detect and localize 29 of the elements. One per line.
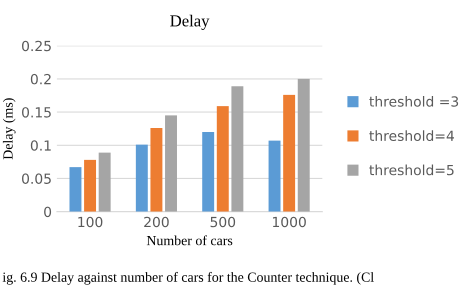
bar xyxy=(268,140,281,212)
bar xyxy=(84,160,96,212)
y-tick-label: 0 xyxy=(44,206,52,218)
legend-label: threshold=5 xyxy=(369,164,454,176)
legend-label: threshold =3 xyxy=(369,96,458,107)
x-tick-label: 1000 xyxy=(272,216,306,228)
x-axis-title: Number of cars xyxy=(146,235,232,246)
bar xyxy=(202,132,214,212)
y-tick-label: 0.25 xyxy=(22,40,51,52)
bar xyxy=(98,152,111,212)
y-tick-label: 0.15 xyxy=(22,107,51,118)
bar xyxy=(231,86,244,212)
x-tick-label: 500 xyxy=(210,216,236,228)
text: ig. 6.9 Delay against number of cars for the Counter technique. (Cl xyxy=(2,272,374,285)
y-tick-label: 0.1 xyxy=(30,140,51,151)
bar xyxy=(136,144,148,212)
bar xyxy=(165,115,177,212)
chart-title: Delay xyxy=(170,14,210,30)
bar xyxy=(69,167,82,212)
legend-label: threshold=4 xyxy=(369,130,454,142)
bar xyxy=(283,94,296,212)
y-tick-label: 0.05 xyxy=(22,173,51,184)
bar xyxy=(298,78,310,212)
bar xyxy=(216,106,229,212)
x-tick-label: 100 xyxy=(78,216,102,228)
y-tick-label: 0.2 xyxy=(30,74,51,84)
y-axis-title: Delay (ms) xyxy=(2,98,16,160)
x-tick-label: 200 xyxy=(144,216,169,228)
bar xyxy=(150,128,162,212)
